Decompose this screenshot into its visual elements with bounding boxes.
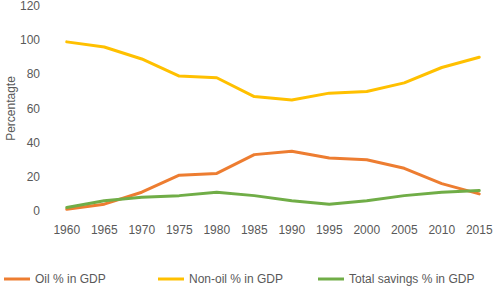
series-group bbox=[67, 42, 480, 209]
legend-label: Non-oil % in GDP bbox=[189, 272, 283, 286]
x-tick-label: 1965 bbox=[91, 223, 118, 237]
y-tick-label: 40 bbox=[27, 136, 41, 150]
y-tick-label: 120 bbox=[20, 0, 40, 13]
x-tick-label: 2005 bbox=[391, 223, 418, 237]
y-tick-label: 80 bbox=[27, 67, 41, 81]
y-tick-label: 60 bbox=[27, 102, 41, 116]
legend-swatch bbox=[318, 278, 344, 281]
y-axis-label: Percentagte bbox=[4, 76, 18, 141]
y-tick-label: 20 bbox=[27, 170, 41, 184]
y-tick-label: 100 bbox=[20, 33, 40, 47]
x-tick-label: 2000 bbox=[353, 223, 380, 237]
y-tick-label: 0 bbox=[33, 204, 40, 218]
x-tick-label: 2015 bbox=[466, 223, 493, 237]
x-tick-label: 1985 bbox=[241, 223, 268, 237]
x-tick-label: 1980 bbox=[203, 223, 230, 237]
x-tick-label: 1970 bbox=[128, 223, 155, 237]
series-line bbox=[67, 42, 480, 100]
x-tick-label: 1975 bbox=[166, 223, 193, 237]
chart: 0 20 40 60 80 100 120 Percentagte 1960 1965 1970 19… bbox=[0, 0, 500, 295]
x-tick-label: 1960 bbox=[53, 223, 80, 237]
legend-swatch bbox=[158, 278, 184, 281]
legend-label: Total savings % in GDP bbox=[349, 272, 474, 286]
x-tick-label: 1995 bbox=[316, 223, 343, 237]
series-line bbox=[67, 191, 480, 208]
x-tick-label: 2010 bbox=[428, 223, 455, 237]
legend-swatch bbox=[4, 278, 30, 281]
x-tick-label: 1990 bbox=[278, 223, 305, 237]
legend-label: Oil % in GDP bbox=[35, 272, 106, 286]
series-line bbox=[67, 151, 480, 209]
